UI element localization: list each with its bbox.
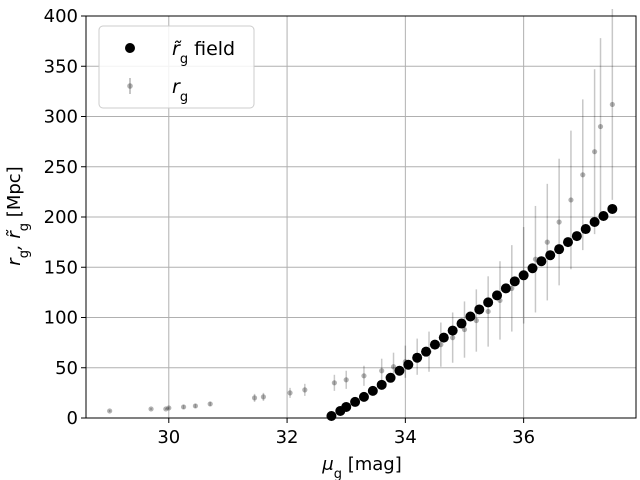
rg-point: [207, 401, 213, 407]
x-tick-label: 36: [512, 427, 535, 448]
rg-point: [390, 364, 397, 370]
y-tick-label: 250: [44, 157, 78, 178]
field-point: [589, 217, 600, 228]
y-tick-label: 100: [44, 308, 78, 329]
rg-point: [107, 408, 113, 414]
field-point: [341, 401, 352, 412]
rg-point: [343, 377, 349, 383]
rg-point: [331, 380, 337, 386]
rg-point: [180, 404, 187, 410]
y-tick-label: 150: [44, 257, 78, 278]
rg-point: [166, 405, 172, 411]
rg-point: [544, 239, 550, 245]
field-point: [465, 311, 476, 322]
field-point: [483, 297, 494, 308]
field-point: [326, 410, 337, 421]
rg-point: [260, 394, 267, 400]
rg-point: [473, 317, 479, 324]
legend-label-field: r̃g field: [172, 38, 235, 67]
field-point: [358, 391, 369, 402]
y-tick-label: 50: [55, 358, 78, 379]
field-point: [554, 244, 565, 255]
series-rg-field: [326, 203, 618, 421]
legend-marker-rg: [127, 83, 133, 89]
legend: r̃g field rg: [98, 25, 255, 109]
y-tick-label: 0: [67, 408, 78, 429]
y-tick-label: 400: [44, 6, 78, 27]
rg-point: [450, 335, 456, 341]
rg-point: [148, 406, 154, 412]
x-tick-label: 34: [394, 427, 417, 448]
field-point: [412, 352, 423, 363]
field-point: [492, 290, 503, 301]
rg-point: [251, 395, 258, 401]
field-point: [571, 231, 582, 242]
rg-point: [361, 373, 367, 379]
field-point: [421, 346, 432, 357]
field-point: [536, 256, 547, 267]
legend-label-rg: rg: [172, 76, 188, 105]
rg-point: [556, 219, 562, 225]
rg-point: [163, 406, 169, 412]
x-axis-label: μg [mag]: [321, 454, 401, 480]
rg-point: [302, 387, 308, 393]
field-point: [438, 332, 449, 343]
field-point: [456, 318, 467, 329]
x-tick-label: 30: [157, 427, 180, 448]
field-point: [350, 396, 361, 407]
legend-marker-field: [125, 43, 135, 53]
field-point: [429, 339, 440, 350]
field-point: [385, 372, 396, 383]
field-point: [545, 250, 556, 261]
field-point: [607, 203, 618, 214]
y-axis-label: rg, r̃g [Mpc]: [4, 166, 32, 265]
rg-point: [609, 101, 615, 108]
field-point: [509, 276, 520, 287]
y-tick-label: 200: [44, 207, 78, 228]
field-point: [518, 270, 529, 281]
y-tick-label: 300: [44, 107, 78, 128]
legend-frame: [98, 25, 255, 109]
rg-point: [597, 123, 604, 130]
rg-point: [287, 390, 293, 396]
field-point: [527, 263, 538, 274]
field-point: [562, 237, 573, 248]
rg-point: [592, 149, 598, 155]
rg-point: [485, 308, 491, 315]
field-point: [580, 224, 591, 235]
y-tick-label: 350: [44, 56, 78, 77]
field-point: [447, 325, 458, 336]
rg-point: [461, 326, 468, 333]
field-point: [394, 365, 405, 376]
field-point: [474, 304, 485, 315]
field-point: [403, 359, 414, 370]
rg-point: [568, 197, 574, 203]
field-point: [367, 385, 378, 396]
field-point: [376, 379, 387, 390]
rg-point: [192, 403, 199, 409]
ticks: 30 32 34 36 0 50 100 150 200 250 300 350 400: [44, 6, 535, 448]
field-point: [598, 210, 609, 221]
x-tick-label: 32: [276, 427, 299, 448]
rg-point: [580, 172, 586, 178]
field-point: [500, 283, 511, 294]
rg-point: [379, 368, 385, 374]
